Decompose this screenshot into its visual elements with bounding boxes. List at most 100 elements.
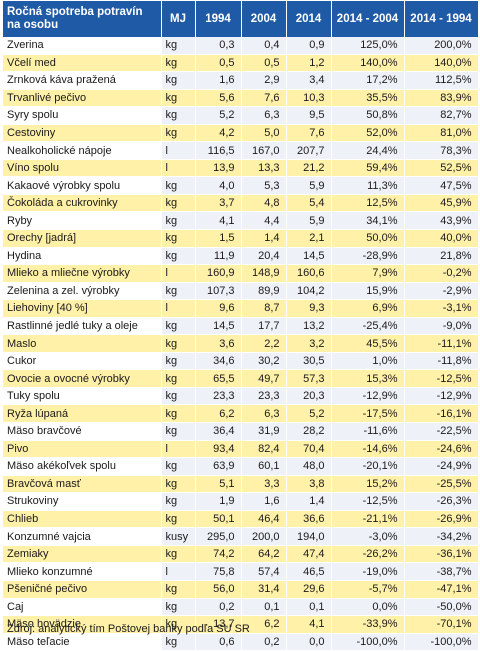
change-2014-2004: -3,0% — [331, 527, 405, 546]
change-2014-1994: -70,1% — [404, 615, 479, 634]
value-1994: 74,2 — [195, 545, 242, 564]
value-2004: 3,3 — [241, 475, 287, 494]
change-2014-2004: 7,9% — [331, 264, 405, 283]
value-2004: 148,9 — [241, 264, 287, 283]
value-2014: 4,1 — [286, 615, 332, 634]
value-2014: 46,5 — [286, 562, 332, 581]
change-2014-1994: -2,9% — [404, 282, 479, 301]
change-2014-1994: -22,5% — [404, 422, 479, 441]
item-name: Zemiaky — [3, 545, 162, 564]
value-1994: 0,3 — [195, 37, 242, 55]
change-2014-1994: -9,0% — [404, 317, 479, 336]
value-1994: 1,6 — [195, 71, 242, 90]
value-2014: 1,4 — [286, 492, 332, 511]
table-header-row: Ročná spotreba potravín na osobu MJ 1994 20… — [3, 1, 479, 37]
value-2004: 7,6 — [241, 89, 287, 108]
item-name: Zverina — [3, 37, 162, 55]
table-row: Zelenina a zel. výrobky kg 107,3 89,9 104,2 1… — [3, 282, 479, 301]
header-1994: 1994 — [195, 1, 242, 37]
item-name: Chlieb — [3, 510, 162, 529]
change-2014-2004: -12,5% — [331, 492, 405, 511]
value-2004: 4,8 — [241, 194, 287, 213]
value-1994: 5,6 — [195, 89, 242, 108]
change-2014-2004: 11,3% — [331, 176, 405, 195]
item-name: Syry spolu — [3, 106, 162, 125]
value-1994: 75,8 — [195, 562, 242, 581]
value-2014: 194,0 — [286, 527, 332, 546]
change-2014-2004: 15,9% — [331, 282, 405, 301]
unit: kg — [161, 124, 196, 143]
item-name: Ryby — [3, 211, 162, 231]
item-name: Mlieko a mliečne výrobky — [3, 264, 162, 283]
value-2014: 29,6 — [286, 580, 332, 599]
unit: kg — [161, 387, 196, 406]
value-1994: 5,2 — [195, 106, 242, 125]
value-1994: 0,6 — [195, 633, 242, 651]
value-2004: 17,7 — [241, 317, 287, 336]
unit: l — [161, 159, 196, 178]
item-name: Včelí med — [3, 54, 162, 73]
value-1994: 295,0 — [195, 527, 242, 546]
table-row: Hydina kg 11,9 20,4 14,5 -28,9% 21,8% — [3, 247, 479, 266]
value-2014: 160,6 — [286, 264, 332, 283]
change-2014-2004: -21,1% — [331, 510, 405, 529]
table-row: Nealkoholické nápoje l 116,5 167,0 207,7 24,4… — [3, 141, 479, 160]
value-2014: 47,4 — [286, 545, 332, 564]
item-name: Čokoláda a cukrovinky — [3, 194, 162, 213]
unit: kg — [161, 369, 196, 388]
change-2014-1994: 140,0% — [404, 54, 479, 73]
value-1994: 63,9 — [195, 457, 242, 476]
value-2004: 0,4 — [241, 37, 287, 55]
change-2014-1994: 82,7% — [404, 106, 479, 125]
value-2014: 1,2 — [286, 54, 332, 73]
change-2014-1994: 45,9% — [404, 194, 479, 213]
unit: l — [161, 299, 196, 318]
table-row: Strukoviny kg 1,9 1,6 1,4 -12,5% -26,3% — [3, 492, 479, 511]
change-2014-1994: 21,8% — [404, 247, 479, 266]
change-2014-2004: 140,0% — [331, 54, 405, 73]
value-2004: 1,6 — [241, 492, 287, 511]
unit: kg — [161, 194, 196, 213]
unit: kg — [161, 422, 196, 441]
item-name: Cestoviny — [3, 124, 162, 143]
value-2004: 2,2 — [241, 334, 287, 353]
change-2014-1994: -50,0% — [404, 598, 479, 617]
change-2014-2004: -11,6% — [331, 422, 405, 441]
value-1994: 4,0 — [195, 176, 242, 195]
item-name: Zrnková káva pražená — [3, 71, 162, 90]
table-row: Caj kg 0,2 0,1 0,1 0,0% -50,0% — [3, 598, 479, 617]
change-2014-1994: -12,5% — [404, 369, 479, 388]
value-2004: 1,4 — [241, 229, 287, 248]
unit: l — [161, 141, 196, 160]
item-name: Ovocie a ovocné výrobky — [3, 369, 162, 388]
value-2014: 5,9 — [286, 176, 332, 195]
value-2014: 0,0 — [286, 633, 332, 651]
change-2014-1994: -3,1% — [404, 299, 479, 318]
unit: kg — [161, 229, 196, 248]
value-2004: 31,9 — [241, 422, 287, 441]
change-2014-1994: 83,9% — [404, 89, 479, 108]
change-2014-1994: 43,9% — [404, 211, 479, 231]
value-2004: 46,4 — [241, 510, 287, 529]
value-1994: 4,2 — [195, 124, 242, 143]
change-2014-2004: 34,1% — [331, 211, 405, 231]
item-name: Mlieko konzumné — [3, 562, 162, 581]
change-2014-2004: 50,8% — [331, 106, 405, 125]
value-2004: 167,0 — [241, 141, 287, 160]
change-2014-2004: 12,5% — [331, 194, 405, 213]
change-2014-2004: 0,0% — [331, 598, 405, 617]
change-2014-2004: 125,0% — [331, 37, 405, 55]
value-1994: 160,9 — [195, 264, 242, 283]
unit: kg — [161, 334, 196, 353]
unit: kg — [161, 615, 196, 634]
value-2014: 3,4 — [286, 71, 332, 90]
value-2014: 21,2 — [286, 159, 332, 178]
unit: kg — [161, 475, 196, 494]
value-2004: 20,4 — [241, 247, 287, 266]
change-2014-2004: -5,7% — [331, 580, 405, 599]
change-2014-1994: 81,0% — [404, 124, 479, 143]
table-row: Konzumné vajcia kusy 295,0 200,0 194,0 -3,0% -… — [3, 527, 479, 546]
change-2014-2004: -20,1% — [331, 457, 405, 476]
value-2014: 28,2 — [286, 422, 332, 441]
value-2014: 3,8 — [286, 475, 332, 494]
